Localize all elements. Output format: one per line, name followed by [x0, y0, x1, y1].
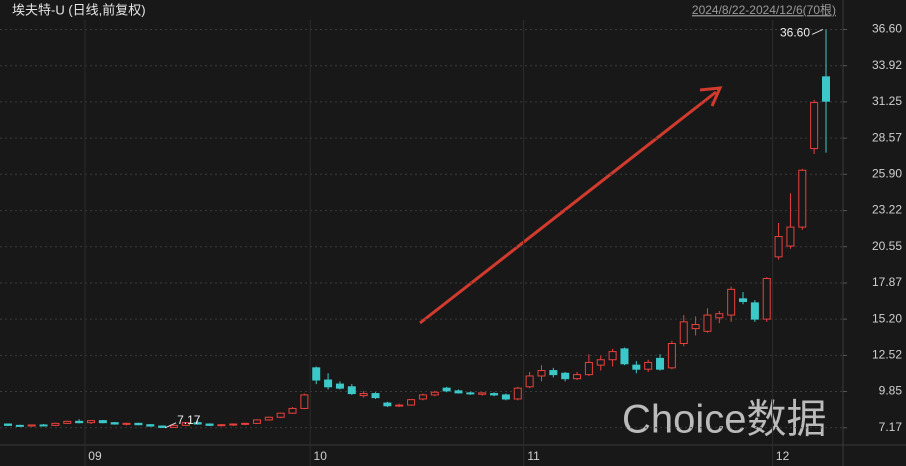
candle-body [822, 76, 830, 102]
min-label: 7.17 [177, 413, 201, 427]
candle-body [15, 424, 24, 427]
candle-body [620, 348, 629, 365]
y-tick-label: 15.20 [872, 311, 902, 325]
candle-body [300, 394, 309, 409]
candle-body [454, 390, 463, 394]
candle-body [739, 298, 748, 303]
candle-body [525, 375, 534, 388]
x-tick-label: 10 [314, 449, 328, 463]
candle-body [193, 422, 202, 425]
candle-body [229, 423, 238, 426]
candle-body [727, 288, 736, 316]
y-tick-label: 7.17 [879, 420, 903, 434]
candle-body [217, 424, 226, 427]
max-label: 36.60 [780, 26, 810, 40]
candle-body [810, 102, 819, 150]
y-tick-label: 12.52 [872, 348, 902, 362]
candle-body [667, 342, 676, 369]
y-tick-label: 36.60 [872, 22, 902, 36]
candle-body [501, 394, 510, 400]
candle-body [691, 324, 700, 330]
candle-body [51, 422, 60, 426]
candle-body [715, 313, 724, 319]
candle-body [383, 402, 392, 407]
candle-body [134, 422, 143, 426]
candle-body [169, 424, 178, 428]
candle-body [158, 425, 167, 428]
candle-body [442, 387, 451, 392]
candle-body [584, 361, 593, 376]
y-tick-label: 23.22 [872, 203, 902, 217]
candle-body [122, 422, 131, 425]
candle-body [774, 236, 783, 258]
candle-body [786, 226, 795, 247]
candle-body [644, 361, 653, 370]
y-tick-label: 20.55 [872, 239, 902, 253]
candle-body [596, 359, 605, 366]
candle-body [549, 370, 558, 376]
candle-body [4, 423, 12, 426]
candle-body [407, 399, 416, 406]
candle-body [288, 407, 297, 414]
candle-body [276, 412, 285, 418]
candle-body [27, 424, 36, 427]
trend-arrow [419, 86, 723, 325]
candle-body [762, 278, 771, 320]
candle-body [478, 392, 487, 395]
candle-body [98, 420, 107, 424]
candle-body [798, 169, 807, 228]
x-tick-label: 11 [527, 449, 540, 463]
candle-body [252, 419, 261, 424]
candle-body [312, 367, 321, 381]
y-tick-label: 9.85 [879, 384, 903, 398]
date-range[interactable]: 2024/8/22-2024/12/6(70根) [692, 3, 836, 17]
candle-body [241, 422, 250, 425]
candle-body [75, 420, 84, 424]
candle-body [110, 422, 119, 425]
candle-body [573, 374, 582, 380]
y-tick-label: 31.25 [872, 94, 902, 108]
candle-body [750, 302, 759, 320]
candle-body [335, 383, 344, 389]
candle-body [703, 314, 712, 332]
x-tick-label: 12 [776, 449, 790, 463]
max-pointer [811, 29, 824, 35]
candle-body [632, 364, 641, 370]
y-tick-label: 33.92 [872, 58, 902, 72]
y-tick-label: 17.87 [872, 275, 902, 289]
candle-body [146, 424, 155, 427]
candle-body [264, 416, 273, 421]
candle-body [537, 370, 546, 377]
candle-body [86, 420, 95, 424]
candle-body [513, 387, 522, 400]
candle-body [63, 420, 72, 424]
candle-body [490, 393, 499, 396]
candle-body [656, 357, 665, 370]
candle-body [359, 393, 368, 397]
y-tick-label: 25.90 [872, 166, 902, 180]
candle-body [205, 423, 214, 426]
chart-title: 埃夫特-U (日线,前复权) [12, 2, 146, 17]
candle-body [561, 372, 570, 380]
candle-body [608, 351, 617, 361]
watermark: Choice数据 [622, 398, 827, 442]
candle-body [39, 424, 48, 427]
candle-body [371, 393, 380, 399]
y-tick-label: 28.57 [872, 130, 902, 144]
x-tick-label: 09 [88, 449, 102, 463]
candle-body [418, 394, 427, 400]
candle-body [466, 392, 475, 395]
candle-body [324, 379, 333, 388]
candle-body [395, 404, 404, 407]
candle-body [347, 386, 356, 395]
min-pointer [164, 422, 177, 429]
candle-body [181, 422, 190, 426]
candle-body [430, 391, 439, 396]
candle-body [679, 321, 688, 344]
